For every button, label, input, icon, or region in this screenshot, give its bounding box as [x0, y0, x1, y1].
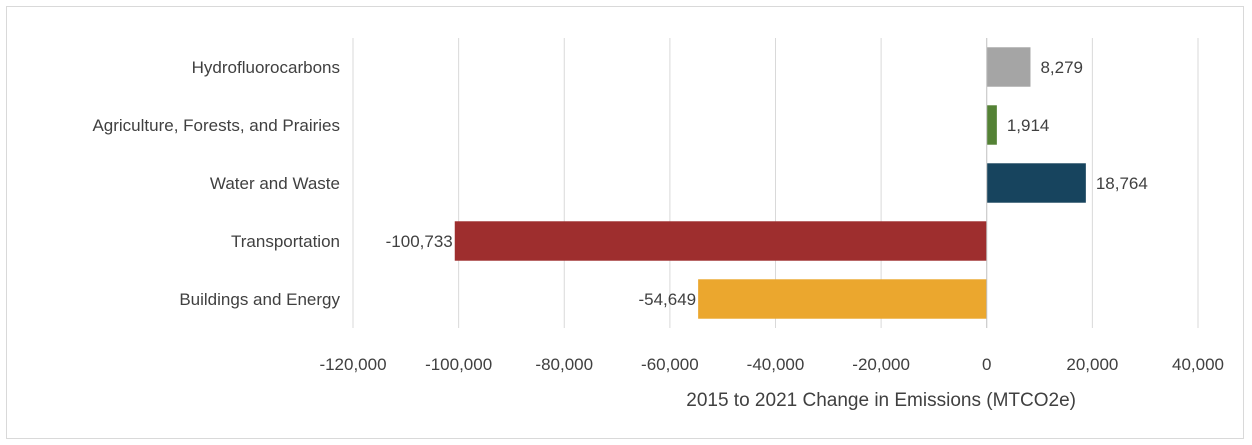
x-tick-label: 0 [982, 355, 991, 374]
x-axis-title: 2015 to 2021 Change in Emissions (MTCO2e… [686, 390, 1076, 411]
data-label: -100,733 [386, 232, 453, 251]
x-tick-label: -120,000 [319, 355, 386, 374]
x-tick-labels: -120,000 -100,000 -80,000 -60,000 -40,000 -20… [319, 355, 1224, 374]
category-label: Water and Waste [210, 174, 340, 193]
category-label: Buildings and Energy [179, 290, 340, 309]
x-tick-label: 40,000 [1172, 355, 1224, 374]
x-tick-label: 20,000 [1066, 355, 1118, 374]
x-tick-label: -40,000 [747, 355, 805, 374]
data-label: 1,914 [1007, 116, 1050, 135]
category-label: Agriculture, Forests, and Prairies [92, 116, 340, 135]
data-label: 18,764 [1096, 174, 1148, 193]
bar [698, 279, 987, 319]
bar [986, 105, 997, 145]
x-tick-label: -20,000 [852, 355, 910, 374]
bar [454, 221, 987, 261]
data-label: 8,279 [1040, 58, 1083, 77]
data-label: -54,649 [638, 290, 696, 309]
category-label: Hydrofluorocarbons [192, 58, 340, 77]
bar [986, 47, 1031, 87]
category-labels: Hydrofluorocarbons Agriculture, Forests, … [92, 58, 340, 309]
category-label: Transportation [231, 232, 340, 251]
x-tick-label: -100,000 [425, 355, 492, 374]
bars [454, 47, 1086, 319]
x-tick-label: -60,000 [641, 355, 699, 374]
x-tick-label: -80,000 [535, 355, 593, 374]
bar [986, 163, 1086, 203]
data-labels: 8,279 1,914 18,764 -100,733 -54,649 [386, 58, 1148, 309]
